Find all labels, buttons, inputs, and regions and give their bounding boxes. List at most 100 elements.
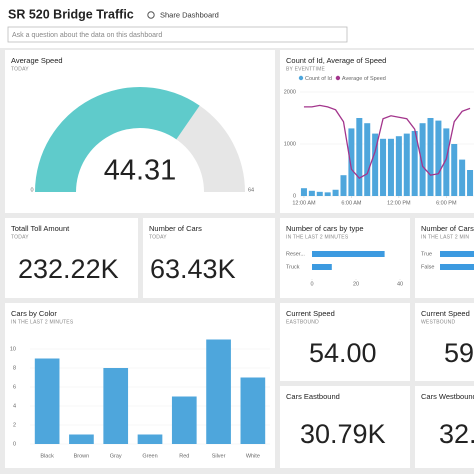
tile-title: Cars Eastbound xyxy=(286,392,340,401)
bar xyxy=(403,133,410,196)
tile-subtitle: IN THE LAST 2 MINUTES xyxy=(11,319,74,325)
bar xyxy=(316,191,323,196)
x-tick-label: 6:00 AM xyxy=(341,200,362,206)
tile-title: Cars by Color xyxy=(11,309,57,318)
x-tick-label: Black xyxy=(40,453,54,459)
tile-bg xyxy=(280,386,410,468)
bar xyxy=(427,118,434,196)
y-tick-label: 1000 xyxy=(284,141,296,147)
bar xyxy=(240,377,266,444)
x-tick-label: White xyxy=(246,453,260,459)
y-tick-label: 10 xyxy=(10,346,16,352)
tile-subtitle: WESTBOUND xyxy=(421,319,455,325)
x-tick-label: 6:00 PM xyxy=(436,200,457,206)
bar xyxy=(312,264,332,270)
bar xyxy=(419,123,426,196)
qa-box[interactable] xyxy=(7,26,348,43)
bar xyxy=(300,188,307,196)
tile-bg xyxy=(5,218,138,298)
bar xyxy=(312,251,385,257)
x-tick-label: 0 xyxy=(310,281,313,287)
bar xyxy=(459,159,466,196)
y-tick-label: 4 xyxy=(13,403,16,409)
bar xyxy=(69,434,94,444)
x-tick-label: Gray xyxy=(110,453,122,459)
tile-bg xyxy=(280,303,410,381)
tile-subtitle: IN THE LAST 2 MIN xyxy=(421,234,469,240)
bar xyxy=(206,339,231,444)
share-label: Share Dashboard xyxy=(160,10,219,19)
x-tick-label: 40 xyxy=(397,281,403,287)
y-tick-label: 8 xyxy=(13,365,16,371)
tile-title: Current Speed xyxy=(421,309,470,318)
gauge-track xyxy=(176,105,245,192)
bar xyxy=(380,138,387,196)
bar xyxy=(171,396,197,444)
tile-subtitle: EASTBOUND xyxy=(286,319,319,325)
qa-placeholder: Ask a question about the data on this da… xyxy=(12,32,162,39)
y-tick-label: 6 xyxy=(13,384,16,390)
line xyxy=(303,104,471,179)
tile-subtitle: IN THE LAST 2 MINUTES xyxy=(286,234,349,240)
bar xyxy=(332,189,339,196)
x-tick-label: 12:00 PM xyxy=(387,200,411,206)
gauge-max: 64 xyxy=(248,187,254,193)
gauge-fill xyxy=(35,86,200,192)
y-tick-label: 0 xyxy=(13,441,16,447)
y-tick-label: 2 xyxy=(13,422,16,428)
legend-label: Count of Id xyxy=(305,76,332,82)
x-tick-label: 12:00 AM xyxy=(292,200,316,206)
tile-bg xyxy=(280,218,410,298)
tile-title: Number of cars by type xyxy=(286,224,364,233)
bar xyxy=(440,251,474,257)
bar xyxy=(451,144,458,196)
category-label: Truck xyxy=(286,264,300,270)
tile-title: Cars Westbound xyxy=(421,392,474,401)
y-tick-label: 0 xyxy=(293,193,296,199)
share-icon xyxy=(147,11,155,19)
gauge-value: 44.31 xyxy=(104,155,177,187)
category-label: True xyxy=(421,251,432,257)
bar xyxy=(372,133,379,196)
tile-title: Number of Cars xyxy=(149,224,202,233)
gauge-min: 0 xyxy=(30,187,33,193)
bar xyxy=(348,128,355,196)
card-value: 63.43K xyxy=(150,254,236,284)
bar xyxy=(440,264,474,270)
bar xyxy=(34,358,60,444)
card-value: 54.00 xyxy=(309,338,377,368)
bar xyxy=(340,175,347,196)
bar xyxy=(364,123,371,196)
bar xyxy=(443,128,450,196)
tile-subtitle: TODAY xyxy=(149,234,167,240)
legend-swatch xyxy=(335,75,341,81)
x-tick-label: Silver xyxy=(212,453,226,459)
bar xyxy=(308,190,315,196)
bar xyxy=(356,118,363,196)
legend-swatch xyxy=(298,75,304,81)
bar xyxy=(387,138,394,196)
dashboard-title: SR 520 Bridge Traffic xyxy=(8,7,134,21)
legend-label: Average of Speed xyxy=(342,76,386,82)
bar xyxy=(467,170,474,196)
tile[interactable]: Cars Westbound 32. xyxy=(415,386,474,468)
tile-bg xyxy=(415,303,474,381)
category-label: False xyxy=(421,264,434,270)
tile[interactable]: Cars Eastbound 30.79K xyxy=(280,386,410,468)
card-value: 232.22K xyxy=(18,254,119,284)
tile-subtitle: TODAY xyxy=(11,234,29,240)
card-value: 32. xyxy=(439,419,474,449)
x-tick-label: Red xyxy=(179,453,189,459)
share-button[interactable]: Share Dashboard xyxy=(147,10,219,19)
card-value: 30.79K xyxy=(300,419,386,449)
